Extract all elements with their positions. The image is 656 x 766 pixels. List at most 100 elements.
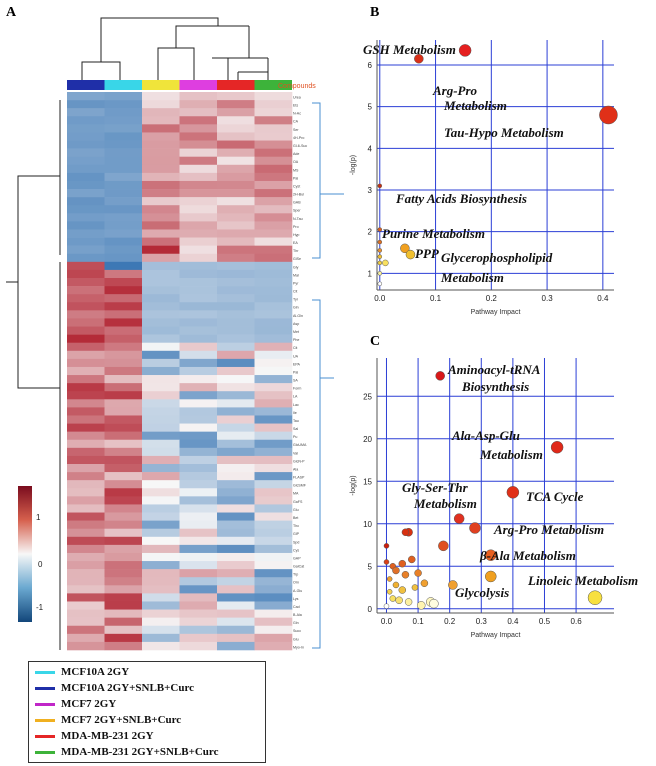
row-label: Sal [293, 427, 298, 431]
heatmap-cell [217, 269, 255, 279]
column-color-swatch [142, 80, 180, 90]
heatmap-cell [179, 278, 218, 287]
heatmap-cell [104, 561, 143, 570]
heatmap-cell [254, 318, 293, 327]
heatmap-cell [217, 472, 255, 481]
heatmap-cell [104, 108, 143, 117]
row-label: Al-Gln [293, 314, 303, 318]
heatmap-cell [254, 92, 293, 101]
heatmap-cell [142, 172, 180, 182]
heatmap-cell [67, 520, 105, 529]
heatmap-cell [217, 180, 255, 190]
heatmap-cell [104, 585, 143, 594]
pathway-annotation: Biosynthesis [461, 379, 529, 394]
data-point [587, 590, 603, 605]
heatmap-cell [142, 124, 180, 133]
x-axis-label: Pathway Impact [471, 309, 521, 316]
heatmap-cell [254, 124, 293, 133]
heatmap-cell [217, 423, 255, 432]
row-label: Lys [293, 597, 299, 601]
heatmap-cell [104, 407, 143, 416]
data-point [377, 281, 383, 286]
heatmap-cell [217, 221, 255, 230]
row-label: Form [293, 387, 301, 391]
heatmap-cell [217, 278, 255, 287]
heatmap-cell [67, 488, 105, 497]
heatmap-cell [217, 464, 255, 473]
heatmap-cell [254, 172, 293, 182]
heatmap-cell [179, 415, 218, 424]
pathway-annotation: Metabolism [443, 98, 507, 113]
y-tick-label: 5 [368, 103, 373, 112]
heatmap-cell [217, 334, 255, 343]
pathway-plot-c: 0.0 0.1 0.2 0.3 0.4 0.5 0.6 0 5 10 15 20 25 Pathway I… [350, 358, 638, 639]
heatmap-cell [179, 116, 218, 125]
data-point [377, 239, 383, 245]
heatmap-cell [217, 197, 255, 206]
heatmap-cell [67, 366, 105, 376]
y-tick-label: 1 [368, 269, 373, 278]
heatmap-cell [254, 294, 293, 303]
data-point [599, 105, 618, 125]
data-point [469, 522, 481, 534]
heatmap-cell [67, 391, 105, 400]
heatmap-cell [179, 366, 218, 376]
row-label: GAP [293, 556, 301, 560]
heatmap-cell [254, 383, 293, 392]
row-label: GlcUMA [293, 443, 307, 447]
heatmap-cell [217, 310, 255, 319]
heatmap-cell [179, 302, 218, 311]
row-label: MA [293, 492, 299, 496]
legend-item: MDA-MB-231 2GY+SNLB+Curc [35, 744, 218, 760]
heatmap-cell [142, 302, 180, 311]
heatmap-cell [67, 213, 105, 222]
row-label: Urea [293, 95, 301, 99]
heatmap-cell [217, 528, 255, 538]
data-point [438, 540, 449, 552]
heatmap-cell [67, 342, 105, 352]
data-point [429, 598, 439, 609]
heatmap-cell [179, 480, 218, 489]
heatmap-cell [217, 172, 255, 182]
heatmap-cell [217, 213, 255, 222]
heatmap-cell [254, 253, 293, 263]
data-point [485, 549, 497, 561]
heatmap-cell [142, 294, 180, 303]
heatmap-cell [67, 189, 105, 198]
heatmap-cell [217, 261, 255, 271]
x-tick-label: 0.3 [542, 294, 554, 303]
data-point [414, 569, 422, 577]
column-color-swatch [254, 80, 292, 90]
heatmap-cell [142, 286, 180, 295]
heatmap-cell [67, 561, 105, 570]
heatmap-cell [104, 245, 143, 255]
heatmap-cell [142, 399, 180, 408]
heatmap-cell [104, 641, 143, 651]
heatmap-cell [179, 172, 218, 182]
row-label: Tyr [293, 298, 299, 302]
row-label: GlP [293, 532, 300, 536]
pathway-annotation: GSH Metabolism [363, 42, 456, 57]
data-point [401, 528, 410, 536]
row-label: LA [293, 395, 298, 399]
heatmap-cell [179, 472, 218, 481]
row-label: Succ [293, 629, 301, 633]
row-label: Cit [293, 346, 297, 350]
heatmap-cell [67, 245, 105, 255]
y-tick-label: 5 [368, 562, 373, 571]
pathway-annotation: Gly-Ser-Thr [402, 480, 469, 495]
heatmap-cell [254, 310, 293, 319]
heatmap-cell [179, 552, 218, 562]
heatmap-cell [104, 464, 143, 473]
heatmap-cell [179, 148, 218, 157]
data-point [408, 555, 416, 564]
row-label: N-Ac [293, 112, 301, 116]
heatmap-cell [104, 180, 143, 190]
heatmap-cell [254, 326, 293, 335]
row-labels: Urea Ets N-Ac CA Ser 4H-Pro Gl-6-Suc Ade OA MS Pal… [293, 95, 307, 649]
heatmap-cell [142, 407, 180, 416]
row-label: GlcSMF [293, 484, 307, 488]
heatmap-cell [67, 577, 105, 586]
heatmap-cell [179, 205, 218, 214]
heatmap-cell [254, 213, 293, 222]
